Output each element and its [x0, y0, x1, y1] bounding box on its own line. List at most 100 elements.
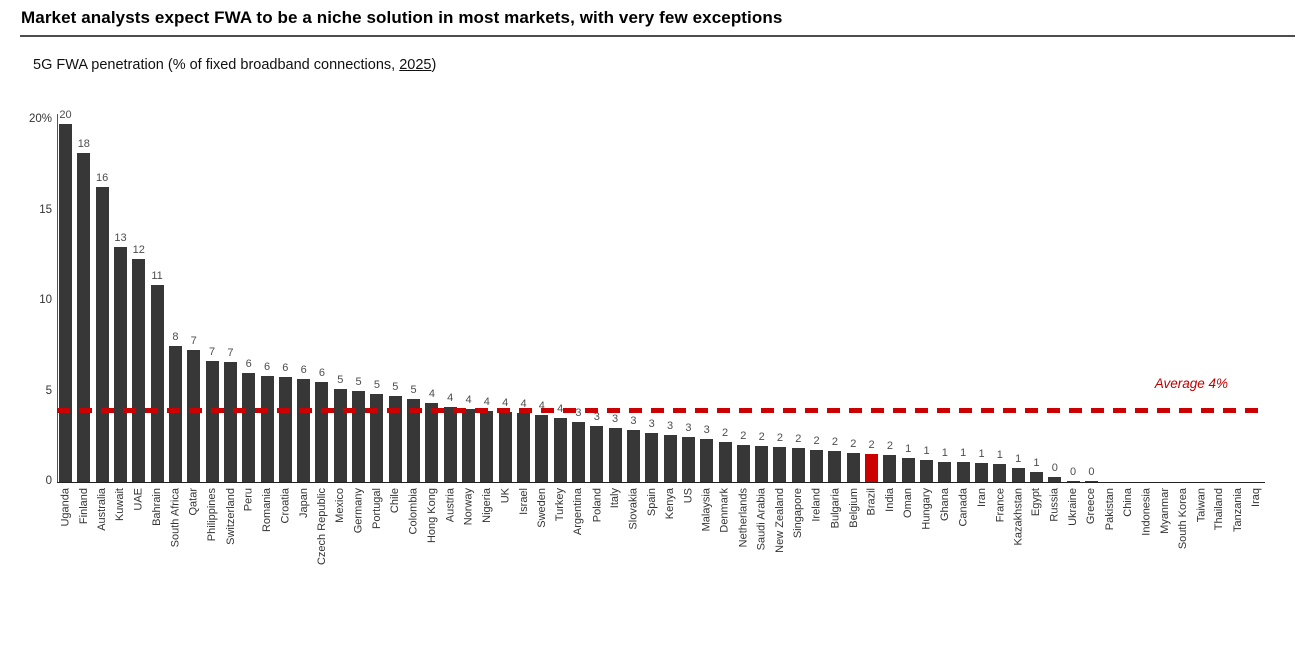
x-label-sweden: Sweden: [535, 486, 548, 646]
bar-value-philippines: 7: [208, 345, 216, 358]
bar-germany: [352, 390, 366, 482]
bar-value-israel: 4: [520, 398, 527, 411]
bar-value-norway: 4: [465, 393, 472, 406]
x-label-finland: Finland: [77, 486, 90, 646]
x-label-text: Hungary: [920, 488, 933, 530]
x-label-croatia: Croatia: [279, 486, 292, 646]
bar-value-slovakia: 3: [630, 414, 637, 427]
x-label-chile: Chile: [389, 486, 402, 646]
x-label-text: China: [1122, 488, 1135, 517]
bar-australia: [95, 186, 109, 482]
bar-canada: [956, 462, 970, 482]
x-label-greece: Greece: [1085, 486, 1098, 646]
chart-subtitle: 5G FWA penetration (% of fixed broadband…: [33, 57, 436, 73]
x-label-text: Iraq: [1250, 488, 1263, 507]
bar-philippines: [205, 360, 219, 482]
bar-switzerland: [223, 361, 237, 482]
x-label-malaysia: Malaysia: [700, 486, 713, 646]
bar-value-denmark: 2: [721, 427, 729, 440]
x-label-text: Russia: [1048, 488, 1061, 522]
bar-value-uk: 4: [502, 397, 509, 410]
x-label-text: Ukraine: [1067, 488, 1080, 526]
y-axis-labels: 20% 15 10 5 0: [0, 113, 52, 487]
x-label-argentina: Argentina: [572, 486, 585, 646]
bar-greece: [1084, 481, 1098, 482]
bar-value-brazil: 2: [868, 438, 875, 451]
x-label-text: Nigeria: [480, 488, 493, 523]
x-label-india: India: [883, 486, 896, 646]
bar-value-us: 3: [685, 421, 692, 434]
bar-value-spain: 3: [648, 418, 655, 431]
x-label-text: Egypt: [1030, 488, 1043, 517]
bar-colombia: [407, 398, 421, 482]
x-label-text: South Korea: [1177, 488, 1190, 550]
bar-us: [681, 436, 695, 482]
bar-value-australia: 16: [96, 171, 109, 184]
x-label-myanmar: Myanmar: [1158, 486, 1171, 646]
bar-ghana: [938, 462, 952, 482]
bar-romania: [260, 376, 274, 482]
bar-value-ukraine: 0: [1070, 465, 1077, 478]
y-tick-label-20: 20%: [28, 113, 52, 125]
bar-value-egypt: 1: [1033, 457, 1040, 470]
bar-sweden: [535, 415, 549, 482]
bar-value-romania: 6: [263, 361, 271, 374]
x-label-china: China: [1122, 486, 1135, 646]
x-label-hong-kong: Hong Kong: [425, 486, 438, 646]
bar-value-netherlands: 2: [740, 429, 747, 442]
x-label-israel: Israel: [517, 486, 530, 646]
x-label-italy: Italy: [609, 486, 622, 646]
x-label-pakistan: Pakistan: [1103, 486, 1116, 646]
page-title: Market analysts expect FWA to be a niche…: [21, 8, 783, 27]
bar-value-malaysia: 3: [703, 424, 710, 437]
x-label-bahrain: Bahrain: [151, 486, 164, 646]
bar-value-kenya: 3: [666, 419, 674, 432]
bar-value-sweden: 4: [538, 400, 545, 413]
bar-bulgaria: [828, 451, 842, 482]
chart-subtitle-closing: ): [431, 57, 437, 73]
x-label-text: Oman: [902, 488, 915, 518]
x-label-text: Belgium: [847, 488, 860, 528]
x-label-portugal: Portugal: [370, 486, 383, 646]
x-label-text: Canada: [957, 488, 970, 527]
x-label-text: Myanmar: [1158, 488, 1171, 534]
bar-russia: [1048, 477, 1062, 482]
bar-ireland: [810, 450, 824, 482]
bar-finland: [77, 152, 91, 482]
x-label-text: India: [883, 488, 896, 512]
x-label-text: Denmark: [719, 488, 732, 533]
x-label-south-africa: South Africa: [169, 486, 182, 646]
x-label-poland: Poland: [590, 486, 603, 646]
x-label-qatar: Qatar: [187, 486, 200, 646]
title-divider: [20, 35, 1295, 37]
bar-value-portugal: 5: [373, 379, 380, 392]
x-label-text: Croatia: [279, 488, 292, 524]
x-label-text: Australia: [96, 488, 109, 531]
bar-value-austria: 4: [447, 391, 454, 404]
bar-value-south-africa: 8: [172, 331, 179, 344]
bar-india: [883, 454, 897, 482]
x-label-text: Greece: [1085, 488, 1098, 525]
bar-portugal: [370, 394, 384, 482]
bar-value-hungary: 1: [923, 445, 930, 458]
x-label-text: Switzerland: [224, 488, 237, 545]
x-label-thailand: Thailand: [1213, 486, 1226, 646]
x-label-text: Netherlands: [737, 488, 750, 548]
x-label-peru: Peru: [242, 486, 255, 646]
average-label: Average 4%: [1154, 376, 1228, 391]
x-label-turkey: Turkey: [554, 486, 567, 646]
bar-hungary: [920, 460, 934, 482]
bar-value-new-zealand: 2: [776, 431, 784, 444]
bar-france: [993, 463, 1007, 482]
bar-mexico: [333, 388, 347, 482]
x-label-uganda: Uganda: [59, 486, 72, 646]
x-label-text: Italy: [609, 488, 622, 509]
bar-uganda: [59, 123, 72, 482]
bar-poland: [590, 425, 604, 482]
bar-value-kazakhstan: 1: [1015, 452, 1022, 465]
bar-belgium: [846, 453, 860, 482]
bar-norway: [462, 408, 476, 482]
x-label-text: Slovakia: [627, 488, 640, 530]
x-label-text: Portugal: [370, 488, 383, 529]
